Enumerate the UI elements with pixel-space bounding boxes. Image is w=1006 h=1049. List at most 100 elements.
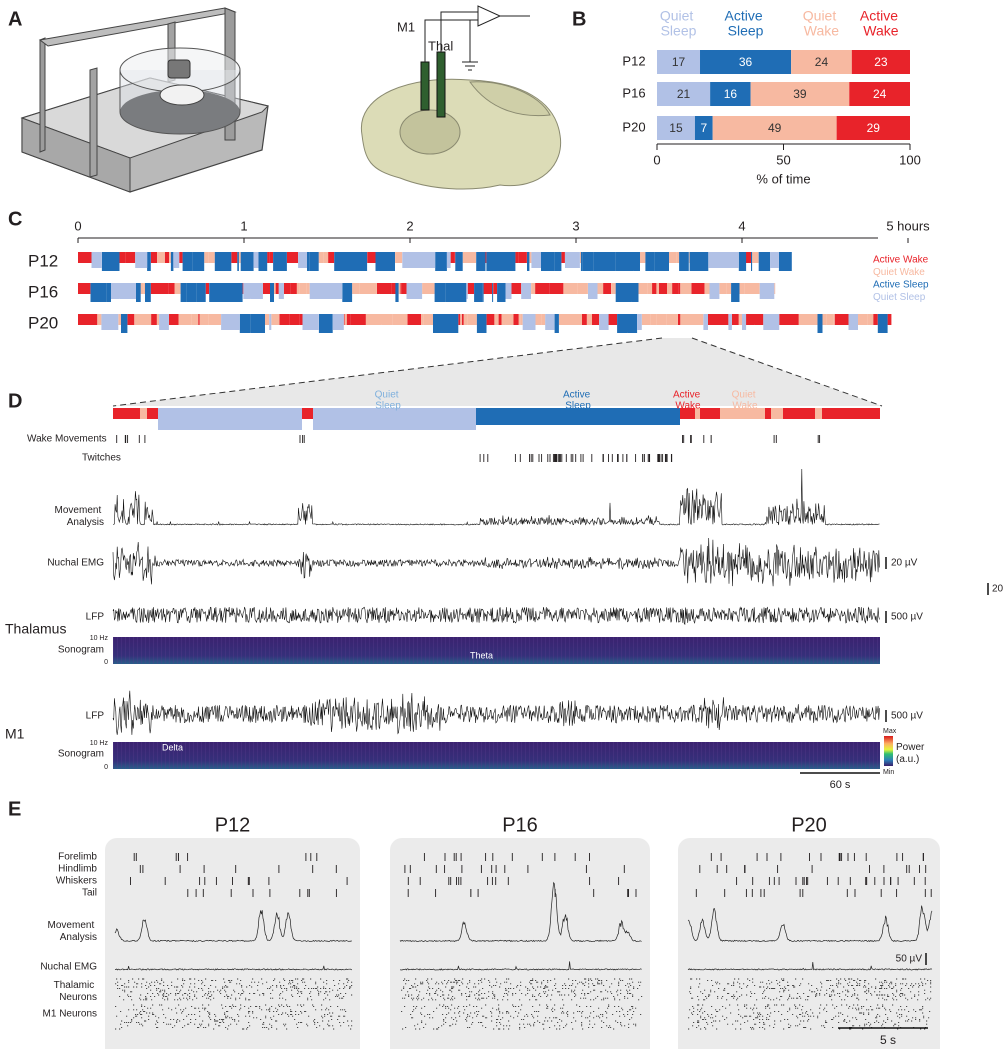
sonogram-stripe: [417, 637, 418, 664]
sonogram-stripe: [217, 637, 218, 664]
sonogram-stripe: [353, 637, 354, 664]
sonogram-stripe: [293, 742, 294, 769]
sonogram-stripe: [641, 637, 642, 664]
sonogram-stripe: [749, 637, 750, 664]
panel-letter: D: [8, 390, 22, 412]
bar-segment: [657, 116, 695, 140]
row-label: Movement Analysis: [48, 920, 97, 943]
sonogram-stripe: [741, 742, 742, 769]
sonogram-stripe: [393, 637, 394, 664]
movement-trace: [112, 468, 880, 527]
sonogram-stripe: [589, 742, 590, 769]
sonogram-stripe: [513, 742, 514, 769]
sonogram-stripe: [289, 637, 290, 664]
state-block: [815, 408, 822, 419]
sonogram-stripe: [169, 637, 170, 664]
sonogram-stripe: [125, 742, 126, 769]
sonogram-stripe: [161, 637, 162, 664]
sonogram-stripe: [381, 637, 382, 664]
sonogram-stripe: [769, 742, 770, 769]
sonogram-stripe: [333, 637, 334, 664]
sonogram-stripe: [517, 742, 518, 769]
sonogram-stripe: [757, 637, 758, 664]
sonogram-stripe: [389, 742, 390, 769]
sonogram-stripe: [685, 742, 686, 769]
sonogram-stripe: [633, 637, 634, 664]
sonogram-stripe: [265, 637, 266, 664]
sonogram-stripe: [501, 742, 502, 769]
row-label: Sonogram: [58, 645, 104, 656]
sonogram-stripe: [849, 637, 850, 664]
sonogram-stripe: [241, 742, 242, 769]
sonogram-stripe: [773, 637, 774, 664]
sonogram-stripe: [505, 742, 506, 769]
state-segments: [91, 252, 779, 268]
row-label: P16: [622, 85, 645, 100]
sonogram-stripe: [573, 742, 574, 769]
sonogram-stripe: [169, 742, 170, 769]
bar-segment: [657, 50, 701, 74]
sonogram-stripe: [569, 742, 570, 769]
sonogram-stripe: [389, 637, 390, 664]
sonogram-stripe: [669, 637, 670, 664]
sonogram-stripe: [237, 637, 238, 664]
sonogram-stripe: [297, 637, 298, 664]
sonogram-stripe: [429, 742, 430, 769]
sonogram-stripe: [877, 742, 878, 769]
sonogram-stripe: [693, 637, 694, 664]
sonogram-stripe: [793, 742, 794, 769]
scale-label: 60 s: [830, 779, 851, 791]
sonogram-stripe: [541, 742, 542, 769]
sonogram-stripe: [421, 742, 422, 769]
sonogram-stripe: [709, 637, 710, 664]
row-label: Nuchal EMG: [47, 558, 104, 569]
sonogram-stripe: [841, 742, 842, 769]
sonogram-stripe: [741, 637, 742, 664]
sonogram-stripe: [549, 742, 550, 769]
bar-segment: [657, 82, 711, 106]
sonogram-stripe: [409, 637, 410, 664]
state-block: [476, 408, 680, 425]
sonogram-stripe: [525, 742, 526, 769]
sonogram-stripe: [485, 637, 486, 664]
event-ticks: [187, 889, 337, 897]
x-tick-label: 0: [653, 152, 660, 167]
sonogram-stripe: [565, 742, 566, 769]
scale-label: 500 µV: [891, 612, 923, 623]
sonogram-stripe: [769, 637, 770, 664]
state-label: Quiet Wake: [732, 389, 759, 411]
sonogram-stripe: [317, 637, 318, 664]
sonogram-stripe: [625, 742, 626, 769]
state-block: [147, 408, 158, 419]
sonogram-stripe: [445, 637, 446, 664]
freq-tick-label: 0: [104, 764, 108, 771]
sonogram-stripe: [529, 742, 530, 769]
x-tick-label: 3: [572, 218, 579, 233]
sonogram-stripe: [357, 742, 358, 769]
sonogram-stripe: [277, 742, 278, 769]
sonogram-stripe: [301, 637, 302, 664]
sonogram-stripe: [149, 637, 150, 664]
sonogram-stripe: [609, 742, 610, 769]
state-label: Active Wake: [673, 389, 703, 411]
value-label: 17: [672, 55, 686, 69]
sonogram-stripe: [745, 637, 746, 664]
state-segments: [78, 314, 892, 325]
sonogram-stripe: [545, 742, 546, 769]
emg-trace: [112, 537, 880, 587]
sonogram-stripe: [489, 742, 490, 769]
sonogram-stripe: [605, 742, 606, 769]
spike-raster: [688, 1004, 931, 1030]
bar-segment: [851, 50, 910, 74]
sonogram-stripe: [637, 637, 638, 664]
sonogram-stripe: [665, 637, 666, 664]
value-label: 21: [677, 87, 691, 101]
sonogram-stripe: [409, 742, 410, 769]
sonogram-stripe: [533, 742, 534, 769]
sonogram-stripe: [821, 637, 822, 664]
panel-title: P12: [215, 814, 251, 836]
sonogram-stripe: [593, 742, 594, 769]
row-label: P12: [28, 251, 58, 270]
sonogram-stripe: [625, 637, 626, 664]
